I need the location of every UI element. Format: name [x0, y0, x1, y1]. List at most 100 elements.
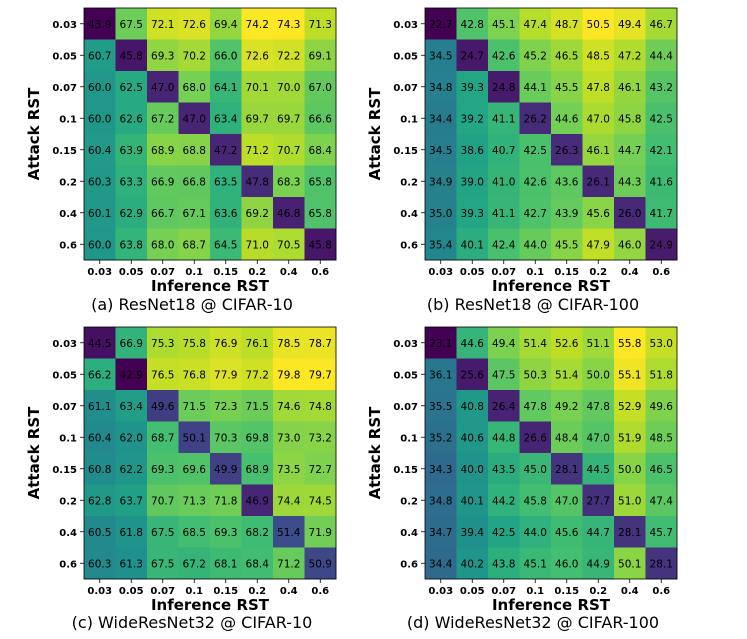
heatmap-cell — [582, 197, 615, 229]
cell-value-label: 70.7 — [151, 495, 174, 507]
cell-value-label: 44.0 — [524, 239, 547, 251]
cell-value-label: 74.3 — [277, 19, 300, 31]
heatmap-cell — [425, 71, 457, 103]
cell-value-label: 22.7 — [429, 19, 452, 31]
heatmap-cell — [645, 165, 678, 198]
cell-value-label: 76.5 — [151, 369, 174, 381]
heatmap-cell — [178, 71, 211, 103]
heatmap-cell — [210, 516, 242, 548]
x-tick-label: 0.4 — [280, 586, 298, 597]
heatmap-cell — [614, 516, 646, 548]
heatmap-cell — [456, 484, 489, 517]
cell-value-label: 72.3 — [214, 401, 237, 413]
cell-value-label: 36.1 — [429, 369, 452, 381]
cell-value-label: 69.3 — [151, 464, 174, 476]
cell-value-label: 45.8 — [309, 239, 332, 251]
cell-value-label: 63.6 — [214, 208, 238, 220]
plot-frame — [424, 7, 678, 261]
cell-value-label: 60.3 — [88, 558, 111, 570]
cell-value-label: 69.3 — [214, 527, 237, 539]
cell-value-label: 67.5 — [120, 19, 143, 31]
heatmap-cell — [614, 228, 646, 261]
cell-value-label: 74.2 — [246, 19, 269, 31]
y-tick-label: 0.03 — [393, 339, 418, 350]
x-tick-label: 0.05 — [119, 267, 144, 278]
y-tick-label: 0.03 — [393, 20, 418, 31]
heatmap-cell — [178, 547, 211, 580]
heatmap-cell — [614, 197, 646, 229]
heatmap-cell — [425, 228, 457, 261]
heatmap-cell — [614, 547, 646, 580]
cell-value-label: 71.5 — [246, 401, 269, 413]
cell-value-label: 28.1 — [555, 464, 578, 476]
cell-value-label: 71.5 — [183, 401, 206, 413]
heatmap-cell — [425, 390, 457, 422]
heatmap-cell — [519, 228, 552, 261]
heatmap-cell — [456, 8, 489, 40]
heatmap-cell — [456, 453, 489, 485]
heatmap-cell — [273, 165, 305, 198]
heatmap-cell — [304, 327, 337, 359]
heatmap-cell — [519, 453, 552, 485]
cell-value-label: 68.4 — [309, 145, 333, 157]
heatmap-cell — [84, 165, 116, 198]
heatmap-cell — [488, 8, 520, 40]
heatmap-cell — [304, 516, 337, 548]
heatmap-cell — [178, 390, 211, 422]
cell-value-label: 42.8 — [461, 19, 484, 31]
cell-value-label: 73.2 — [309, 432, 332, 444]
heatmap-cell — [304, 390, 337, 422]
x-tick-label: 0.6 — [652, 267, 670, 278]
cell-value-label: 66.6 — [309, 113, 333, 125]
cell-value-label: 47.5 — [492, 369, 515, 381]
cell-value-label: 46.1 — [618, 82, 641, 94]
heatmap-cell — [519, 484, 552, 517]
cell-value-label: 52.9 — [618, 401, 641, 413]
heatmap-cell — [425, 39, 457, 72]
heatmap-cell — [84, 327, 116, 359]
panel-caption: (b) ResNet18 @ CIFAR-100 — [427, 295, 639, 314]
cell-value-label: 50.9 — [309, 558, 332, 570]
cell-value-label: 47.0 — [151, 82, 174, 94]
y-tick-label: 0.4 — [400, 209, 418, 220]
x-tick-label: 0.07 — [491, 586, 516, 597]
x-axis-label: Inference RST — [492, 277, 611, 295]
cell-value-label: 49.6 — [151, 401, 175, 413]
y-tick-label: 0.6 — [59, 240, 77, 251]
y-tick-label: 0.2 — [59, 177, 77, 188]
heatmap-cell — [456, 358, 489, 391]
y-tick-label: 0.4 — [400, 528, 418, 539]
cell-value-label: 34.8 — [429, 82, 452, 94]
heatmap-cell — [84, 358, 116, 391]
cell-value-label: 65.8 — [309, 176, 332, 188]
cell-value-label: 40.6 — [461, 432, 485, 444]
cell-value-label: 46.7 — [650, 19, 673, 31]
heatmap-cell — [178, 358, 211, 391]
heatmap-cell — [551, 102, 583, 135]
heatmap-cell — [273, 327, 305, 359]
cell-value-label: 28.1 — [650, 558, 673, 570]
heatmap-cell — [582, 39, 615, 72]
heatmap-cell — [273, 102, 305, 135]
cell-value-label: 51.8 — [650, 369, 673, 381]
cell-value-label: 71.3 — [309, 19, 332, 31]
heatmap-cell — [488, 516, 520, 548]
heatmap-cell — [614, 39, 646, 72]
cell-value-label: 47.0 — [183, 113, 206, 125]
cell-value-label: 77.9 — [214, 369, 237, 381]
x-tick-label: 0.2 — [248, 586, 266, 597]
cell-value-label: 75.3 — [151, 338, 174, 350]
cell-value-label: 51.9 — [618, 432, 641, 444]
heatmap-cell — [84, 197, 116, 229]
y-tick-label: 0.1 — [400, 114, 418, 125]
heatmap-cell — [84, 516, 116, 548]
cell-value-label: 39.3 — [461, 208, 484, 220]
cell-value-label: 72.6 — [183, 19, 207, 31]
cell-value-label: 74.8 — [309, 401, 332, 413]
heatmap-cell — [178, 134, 211, 166]
x-tick-label: 0.07 — [150, 586, 175, 597]
cell-value-label: 76.1 — [246, 338, 269, 350]
cell-value-label: 47.8 — [524, 401, 547, 413]
heatmap-cell — [273, 390, 305, 422]
